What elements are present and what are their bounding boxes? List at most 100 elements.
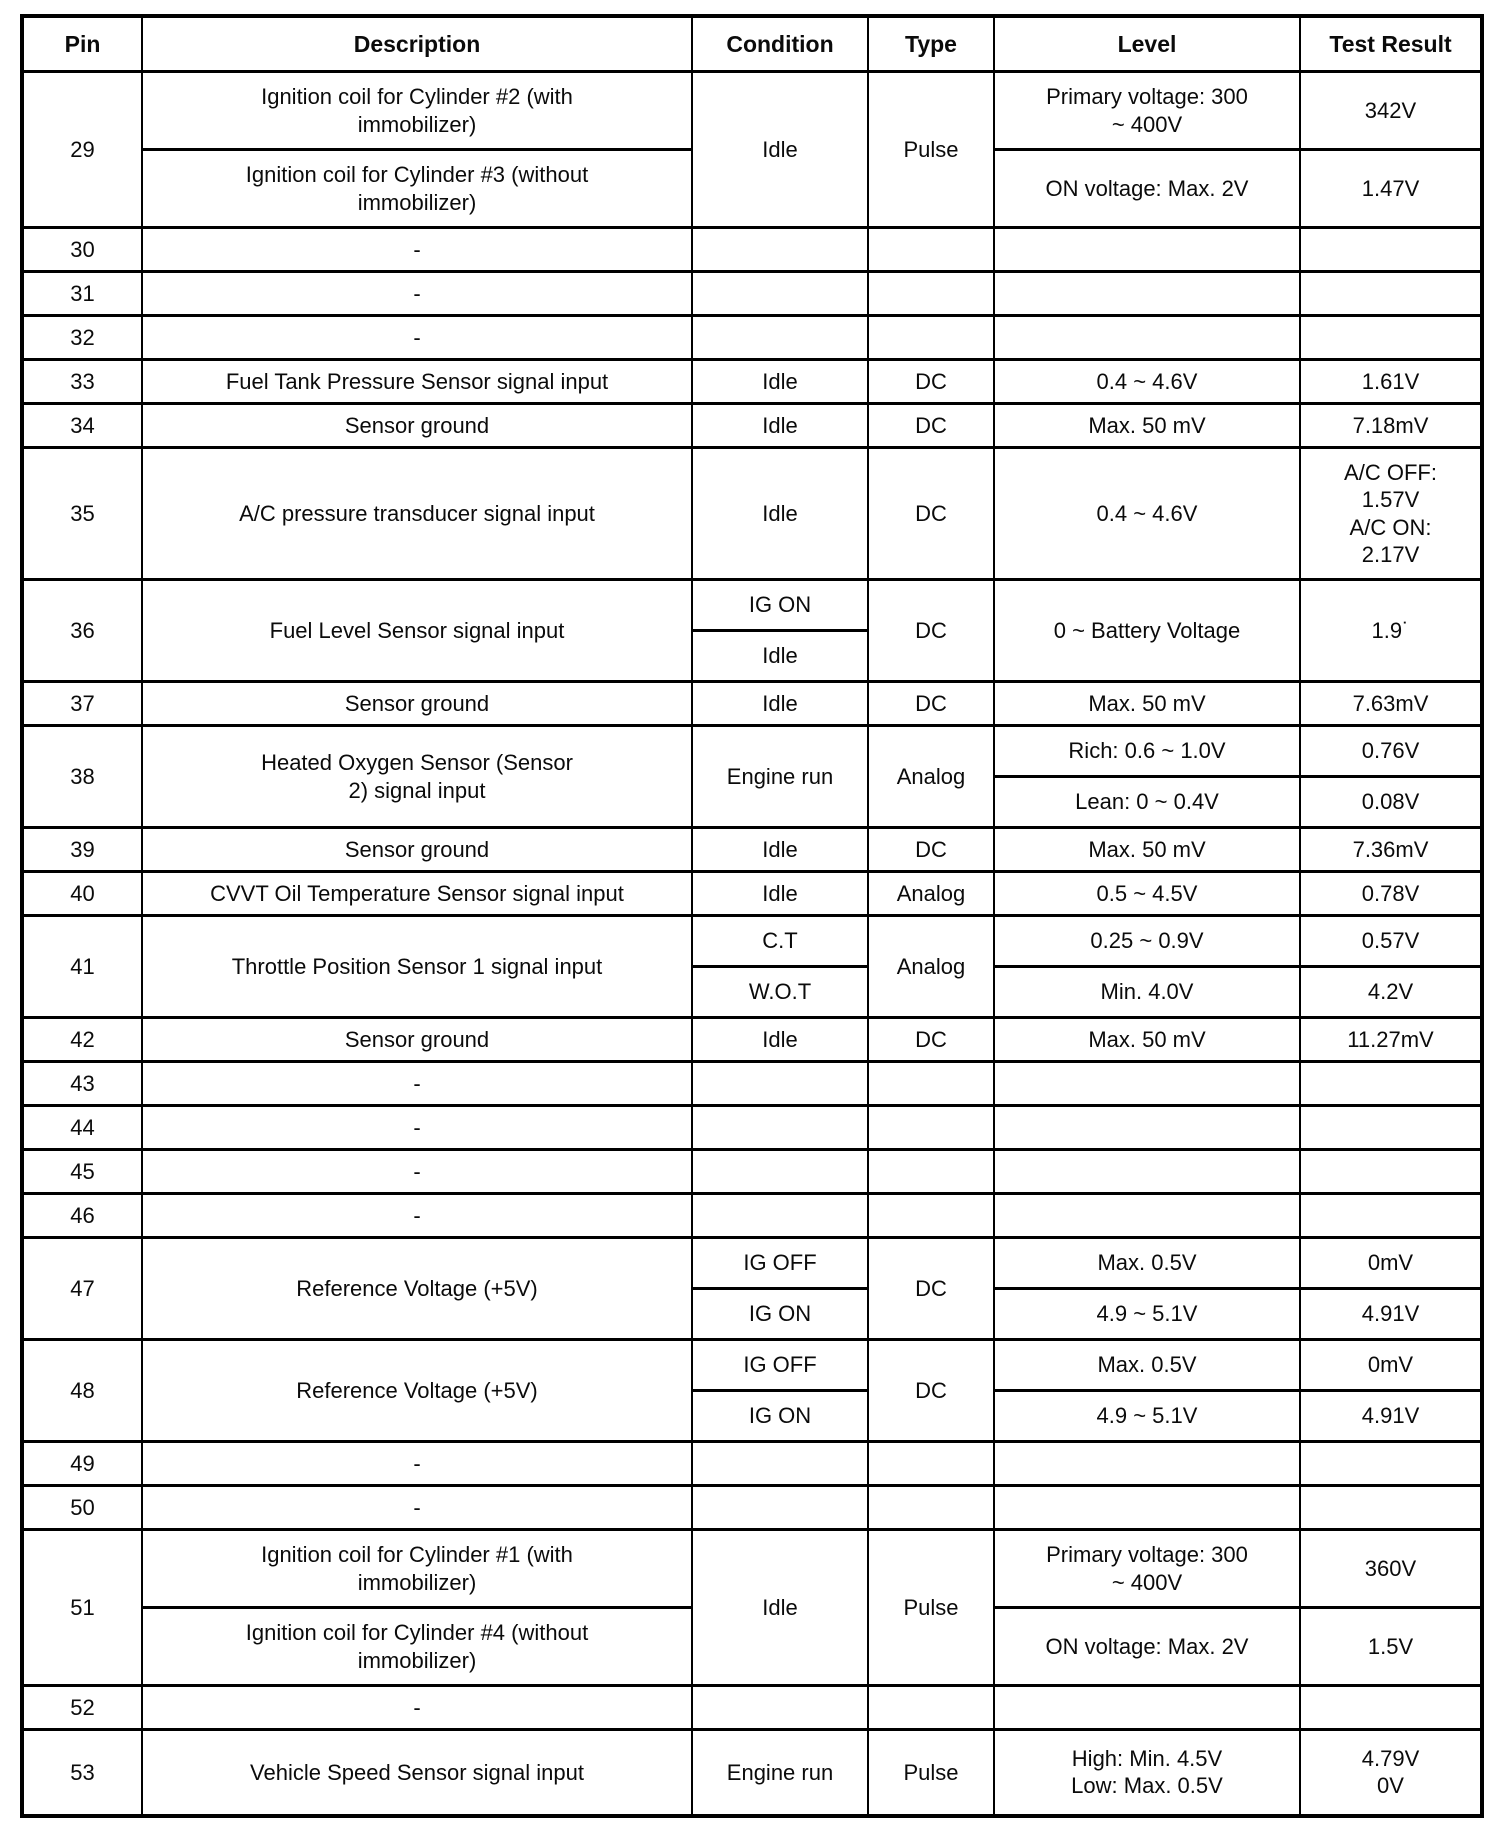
pin-cell: 39 (21, 826, 143, 873)
level-cell: Max. 50 mV (993, 826, 1301, 873)
result-cell (1299, 314, 1483, 361)
level-cell (993, 1148, 1301, 1195)
level-cell: Max. 50 mV (993, 680, 1301, 727)
description-cell: - (141, 226, 693, 273)
description-cell: - (141, 1484, 693, 1531)
level-cell (993, 1060, 1301, 1107)
table-row-pin-37: 37 Sensor ground Idle DC Max. 50 mV 7.63… (21, 680, 1483, 727)
condition-cell: Engine run (691, 1728, 869, 1817)
header-type: Type (867, 14, 995, 73)
result-cell: 1.9˙ (1299, 578, 1483, 683)
condition-cell (691, 314, 869, 361)
description-cell: Fuel Tank Pressure Sensor signal input (141, 358, 693, 405)
condition-cell: Idle (691, 1016, 869, 1063)
result-cell (1299, 270, 1483, 317)
result-cell: 4.2V (1299, 965, 1483, 1019)
pin-cell: 44 (21, 1104, 143, 1151)
description-cell: - (141, 1192, 693, 1239)
level-cell (993, 270, 1301, 317)
table-row-pin-48b: IG ON 4.9 ~ 5.1V 4.91V (22, 1389, 1483, 1443)
pin-cell: 48 (21, 1338, 143, 1443)
result-cell: 0.78V (1299, 870, 1483, 917)
condition-cell (691, 1192, 869, 1239)
header-description: Description (141, 14, 693, 73)
type-cell: DC (867, 1338, 995, 1443)
pin-cell: 45 (21, 1148, 143, 1195)
table-row-pin-42: 42 Sensor ground Idle DC Max. 50 mV 11.2… (21, 1016, 1483, 1063)
condition-cell: Idle (691, 826, 869, 873)
result-cell (1299, 1440, 1483, 1487)
result-cell: 0.08V (1299, 775, 1483, 829)
pin-cell: 35 (21, 446, 143, 581)
type-cell: DC (867, 1016, 995, 1063)
level-cell (993, 226, 1301, 273)
level-cell: ON voltage: Max. 2V (993, 1606, 1301, 1687)
result-cell (1299, 1060, 1483, 1107)
table-row-pin-44: 44 - (21, 1104, 1483, 1151)
pin-cell: 51 (21, 1528, 143, 1687)
condition-cell: Idle (691, 680, 869, 727)
pin-cell: 43 (21, 1060, 143, 1107)
pin-cell: 53 (21, 1728, 143, 1817)
type-cell: DC (867, 578, 995, 683)
condition-cell: Idle (691, 402, 869, 449)
level-cell (993, 1440, 1301, 1487)
condition-cell (691, 1684, 869, 1731)
type-cell: Analog (867, 914, 995, 1019)
result-cell: 11.27mV (1299, 1016, 1483, 1063)
level-cell: Max. 50 mV (993, 402, 1301, 449)
type-cell (867, 314, 995, 361)
result-cell: 1.47V (1299, 148, 1483, 229)
header-row: Pin Description Condition Type Level Tes… (21, 14, 1483, 73)
condition-cell (691, 1440, 869, 1487)
description-cell: Throttle Position Sensor 1 signal input (141, 914, 693, 1019)
level-cell: Max. 50 mV (993, 1016, 1301, 1063)
condition-cell: Idle (691, 446, 869, 581)
condition-cell (691, 226, 869, 273)
condition-cell: Idle (691, 629, 869, 683)
table-row-pin-47b: IG ON 4.9 ~ 5.1V 4.91V (22, 1287, 1483, 1341)
table-row-pin-46: 46 - (21, 1192, 1483, 1239)
level-cell: ON voltage: Max. 2V (993, 148, 1301, 229)
level-cell (993, 1684, 1301, 1731)
type-cell: Pulse (867, 1728, 995, 1817)
condition-cell: IG OFF (691, 1338, 869, 1392)
level-cell (993, 1104, 1301, 1151)
result-cell: 1.61V (1299, 358, 1483, 405)
condition-cell: Engine run (691, 724, 869, 829)
table-row-pin-52: 52 - (21, 1684, 1483, 1731)
pin-cell: 30 (21, 226, 143, 273)
type-cell: Pulse (867, 70, 995, 229)
type-cell: DC (867, 358, 995, 405)
header-condition: Condition (691, 14, 869, 73)
description-cell: Sensor ground (141, 826, 693, 873)
level-cell: Min. 4.0V (993, 965, 1301, 1019)
header-test-result: Test Result (1299, 14, 1483, 73)
condition-cell (691, 270, 869, 317)
description-cell: - (141, 1440, 693, 1487)
description-cell: - (141, 270, 693, 317)
pin-cell: 42 (21, 1016, 143, 1063)
result-cell: 4.91V (1299, 1389, 1483, 1443)
table-row-pin-51b: Ignition coil for Cylinder #4 (without i… (22, 1606, 1483, 1687)
result-cell: 0mV (1299, 1236, 1483, 1290)
type-cell (867, 226, 995, 273)
level-cell: Max. 0.5V (993, 1236, 1301, 1290)
result-cell: 0mV (1299, 1338, 1483, 1392)
result-cell: 0.57V (1299, 914, 1483, 968)
ecu-pin-voltage-table: Pin Description Condition Type Level Tes… (20, 14, 1484, 1818)
table-row-pin-43: 43 - (21, 1060, 1483, 1107)
result-cell: 342V (1299, 70, 1483, 151)
table-row-pin-41b: W.O.T Min. 4.0V 4.2V (22, 965, 1483, 1019)
pin-cell: 52 (21, 1684, 143, 1731)
description-cell: Vehicle Speed Sensor signal input (141, 1728, 693, 1817)
pin-cell: 50 (21, 1484, 143, 1531)
pin-cell: 46 (21, 1192, 143, 1239)
header-level: Level (993, 14, 1301, 73)
level-cell: 0 ~ Battery Voltage (993, 578, 1301, 683)
result-cell: 7.63mV (1299, 680, 1483, 727)
pin-cell: 37 (21, 680, 143, 727)
level-cell: Primary voltage: 300 ~ 400V (993, 1528, 1301, 1609)
level-cell: Max. 0.5V (993, 1338, 1301, 1392)
